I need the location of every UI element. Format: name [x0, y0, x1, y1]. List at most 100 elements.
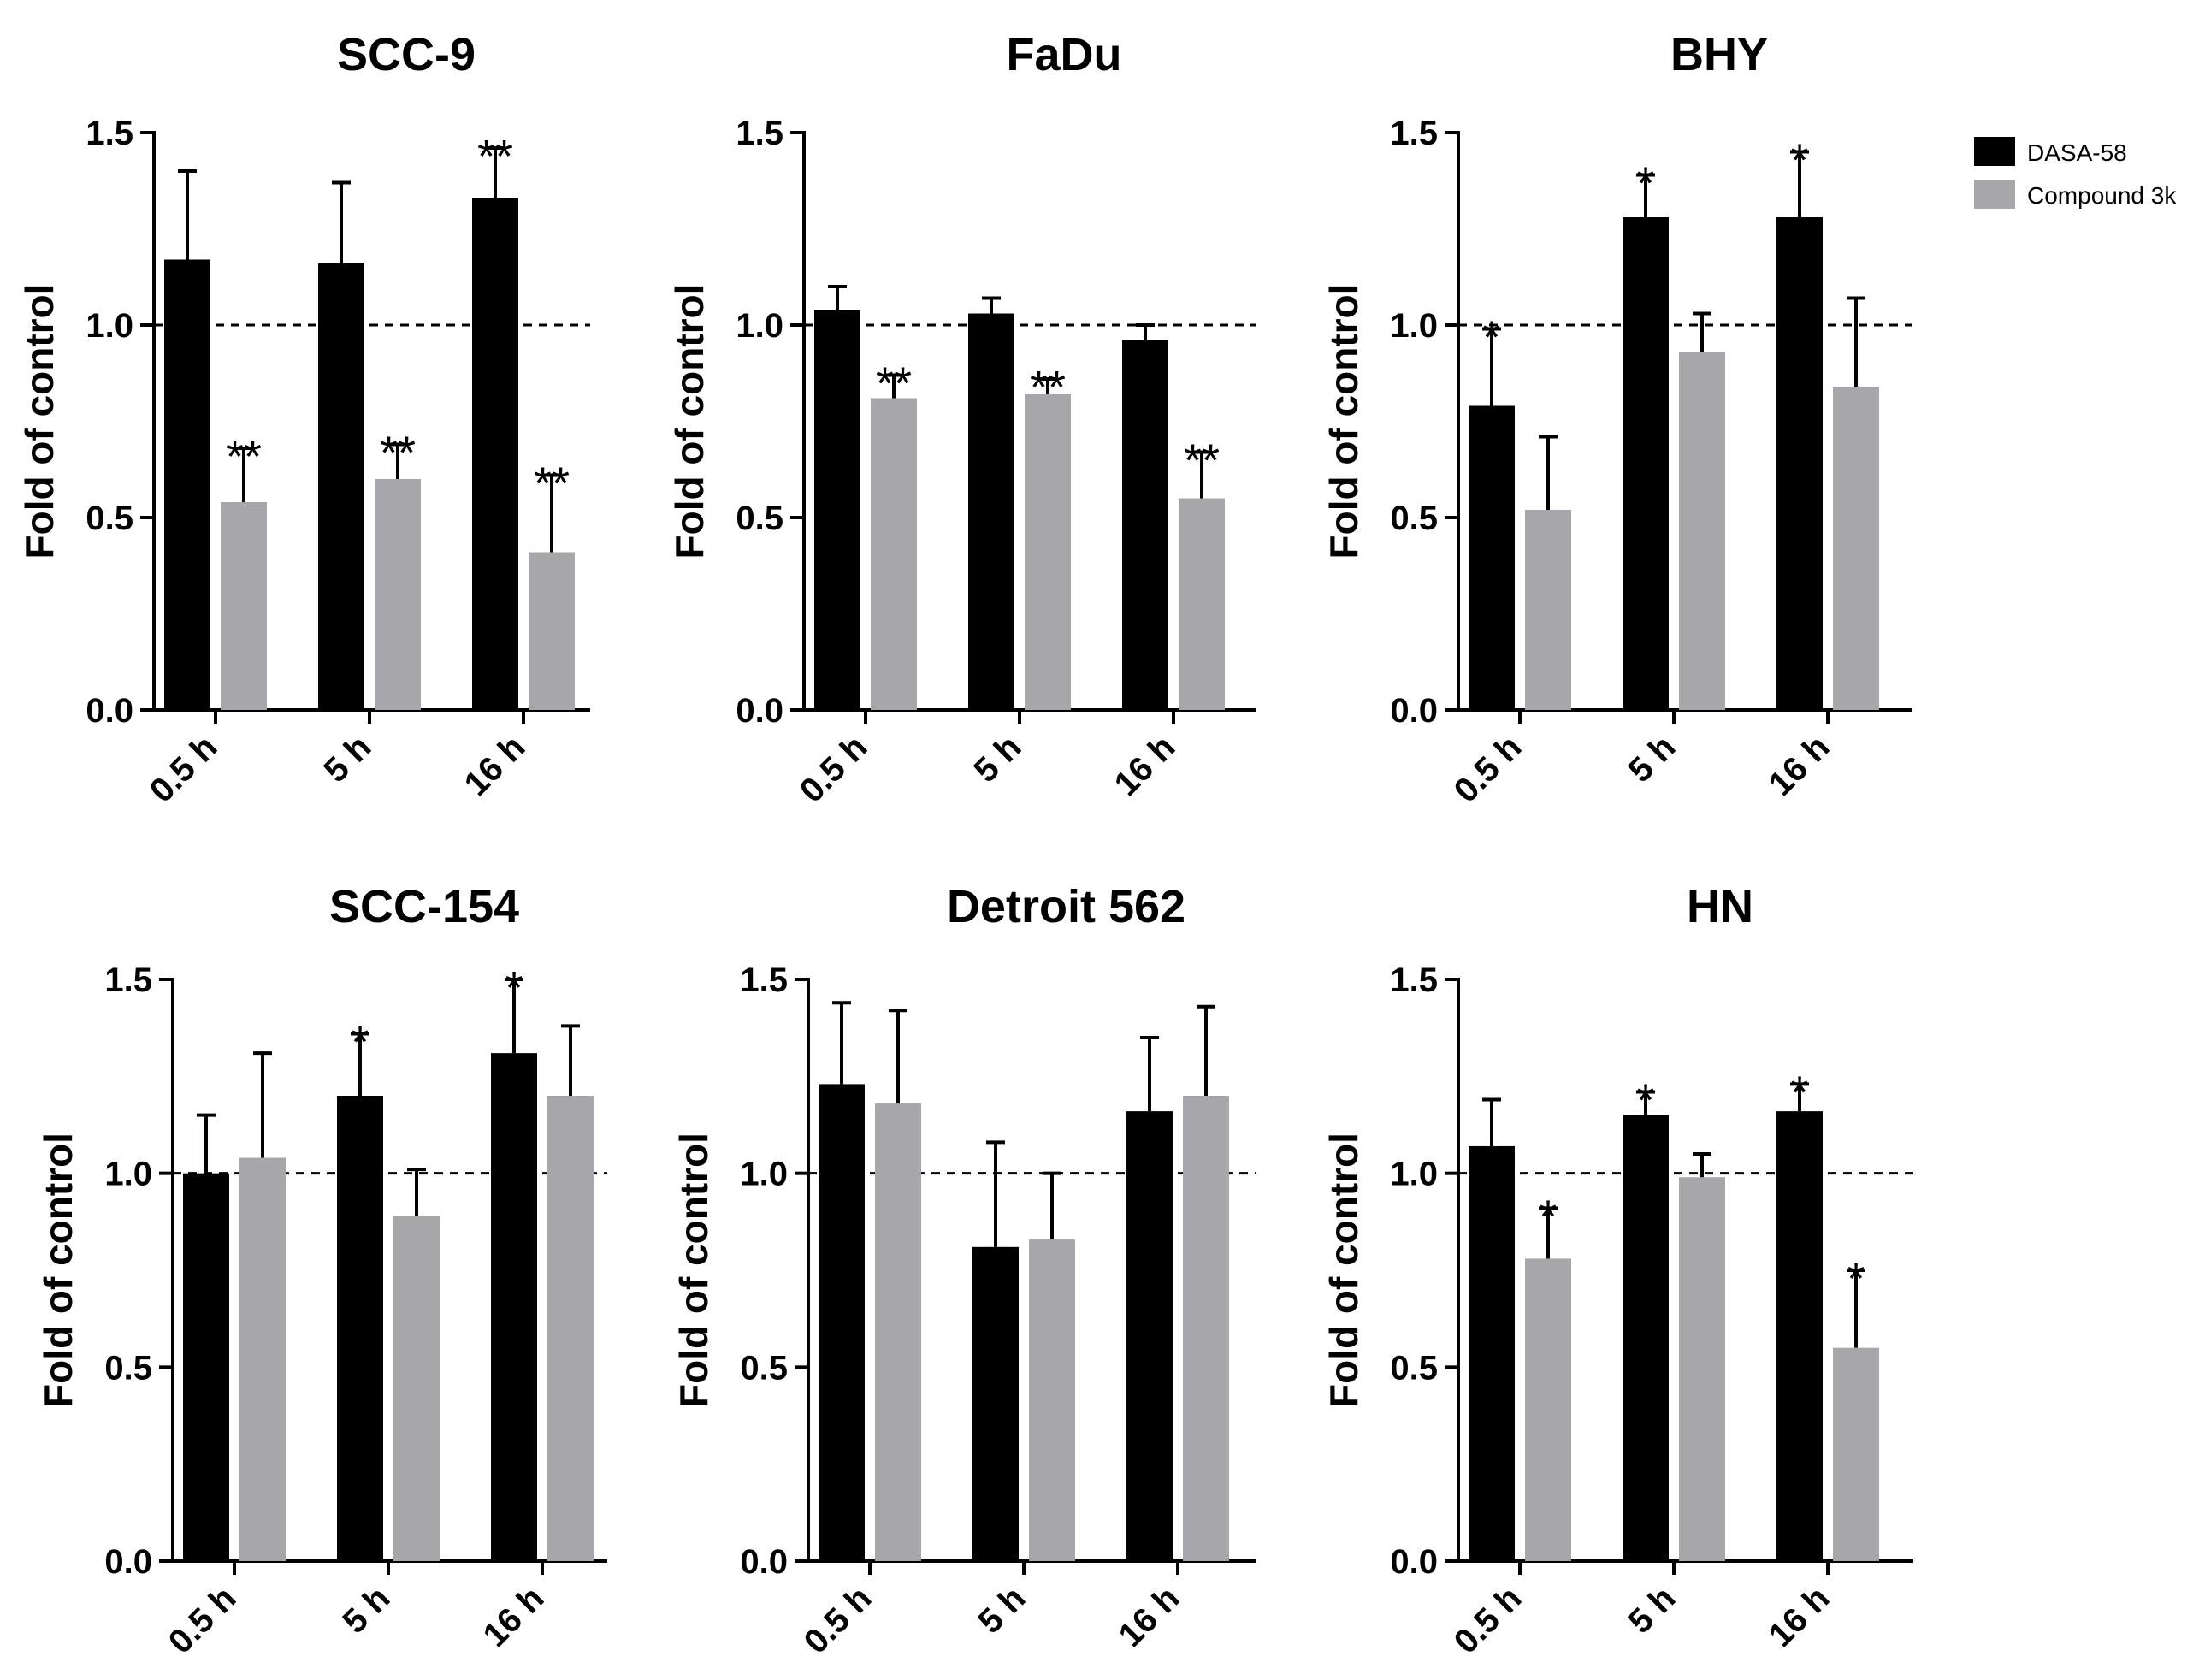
y-tick-label: 0.5	[104, 1349, 152, 1387]
y-tick-label: 1.0	[736, 307, 783, 345]
x-tick-label: 16 h	[1108, 728, 1183, 803]
significance-marker: *	[1847, 1253, 1865, 1304]
bar-dasa-58-16-h	[1776, 217, 1823, 710]
significance-marker: **	[876, 358, 912, 410]
legend: DASA-58 Compound 3k	[1974, 137, 2177, 209]
y-tick-label: 1.0	[740, 1156, 788, 1193]
significance-marker: *	[351, 1016, 369, 1068]
significance-marker: *	[1539, 1191, 1557, 1242]
x-tick-label: 16 h	[1762, 1579, 1837, 1654]
x-tick-label: 16 h	[476, 1579, 552, 1654]
x-tick-label: 5 h	[1621, 1579, 1682, 1641]
bar-compound-3k-16-h	[529, 552, 575, 710]
y-axis-label: Fold of control	[17, 284, 62, 559]
bar-compound-3k-16-h	[547, 1096, 594, 1561]
significance-marker: *	[505, 962, 523, 1014]
bar-dasa-58-16-h	[472, 198, 518, 710]
y-tick-label: 1.5	[104, 961, 152, 999]
chart-panel-fadu: FaDu Fold of control 0.0 0.5 1.0 1.5 ** 0.5 h **…	[667, 29, 1256, 810]
legend-label-compound-3k: Compound 3k	[2027, 182, 2177, 209]
y-axis-label: Fold of control	[36, 1133, 80, 1408]
legend-swatch-dasa-58	[1974, 137, 2015, 166]
chart-panel-scc-9: SCC-9 Fold of control 0.0 0.5 1.0 1.5 ** 0.5 h *…	[17, 29, 590, 810]
significance-marker: *	[1790, 135, 1808, 186]
y-tick-label: 0.5	[1390, 500, 1438, 537]
bar-compound-3k-0-5-h	[875, 1103, 921, 1561]
bar-dasa-58-16-h	[1776, 1111, 1823, 1561]
bar-dasa-58-0-5-h	[814, 310, 860, 710]
y-tick-label: 0.5	[740, 1349, 788, 1387]
chart-panel-scc-154: SCC-154 Fold of control 0.0 0.5 1.0 1.5 0.5 h *…	[36, 881, 607, 1661]
bar-compound-3k-16-h	[1183, 1096, 1229, 1561]
y-tick-label: 0.5	[1390, 1349, 1438, 1387]
bar-compound-3k-16-h	[1833, 387, 1879, 710]
bar-compound-3k-0-5-h	[871, 398, 917, 710]
y-tick-label: 0.0	[104, 1543, 152, 1581]
chart-title: FaDu	[1007, 29, 1122, 80]
bar-dasa-58-0-5-h	[1469, 405, 1515, 710]
bar-compound-3k-16-h	[1179, 498, 1225, 710]
bar-dasa-58-16-h	[491, 1053, 537, 1561]
bar-dasa-58-0-5-h	[819, 1084, 865, 1561]
x-tick-label: 0.5 h	[793, 728, 875, 810]
bar-dasa-58-5-h	[337, 1096, 383, 1561]
legend-swatch-compound-3k	[1974, 180, 2015, 209]
bar-compound-3k-16-h	[1833, 1347, 1879, 1561]
y-tick-label: 1.5	[736, 115, 783, 152]
bar-compound-3k-5-h	[1679, 352, 1725, 710]
y-tick-label: 0.0	[1390, 692, 1438, 730]
bar-compound-3k-0-5-h	[1525, 1258, 1571, 1561]
y-axis-label: Fold of control	[667, 284, 712, 559]
bar-compound-3k-5-h	[375, 479, 421, 710]
y-axis-label: Fold of control	[671, 1133, 716, 1408]
legend-label-dasa-58: DASA-58	[2027, 139, 2127, 166]
bar-compound-3k-5-h	[1025, 394, 1071, 710]
y-tick-label: 1.5	[86, 115, 133, 152]
y-tick-label: 1.5	[740, 961, 788, 999]
x-tick-label: 5 h	[967, 728, 1028, 790]
y-tick-label: 0.0	[740, 1543, 788, 1581]
y-axis-label: Fold of control	[1321, 1133, 1366, 1408]
significance-marker: **	[534, 458, 570, 510]
y-tick-label: 0.0	[1390, 1543, 1438, 1581]
significance-marker: *	[1790, 1067, 1808, 1118]
x-tick-label: 0.5 h	[1447, 728, 1529, 810]
significance-marker: **	[380, 428, 416, 479]
y-tick-label: 1.5	[1390, 961, 1438, 999]
chart-title: HN	[1687, 881, 1753, 932]
chart-title: BHY	[1670, 29, 1768, 80]
y-tick-label: 1.0	[1390, 307, 1438, 345]
x-tick-label: 5 h	[971, 1579, 1032, 1641]
y-tick-label: 1.0	[104, 1156, 152, 1193]
bar-compound-3k-5-h	[1679, 1177, 1725, 1561]
x-tick-label: 5 h	[1621, 728, 1682, 790]
bar-compound-3k-5-h	[1029, 1239, 1075, 1561]
significance-marker: **	[226, 431, 262, 482]
bar-compound-3k-0-5-h	[221, 502, 267, 710]
y-tick-label: 0.5	[736, 500, 783, 537]
chart-panel-hn: HN Fold of control 0.0 0.5 1.0 1.5 * 0.5 h * 5 h *…	[1321, 881, 1913, 1661]
x-tick-label: 0.5 h	[797, 1579, 879, 1661]
chart-title: SCC-9	[337, 29, 476, 80]
bar-dasa-58-5-h	[972, 1246, 1019, 1561]
x-tick-label: 0.5 h	[1447, 1579, 1529, 1661]
x-tick-label: 0.5 h	[143, 728, 225, 810]
significance-marker: *	[1482, 312, 1500, 364]
significance-marker: **	[1184, 435, 1220, 487]
y-tick-label: 1.0	[86, 307, 133, 345]
y-axis-label: Fold of control	[1321, 284, 1366, 559]
bar-dasa-58-0-5-h	[183, 1173, 229, 1561]
chart-panel-bhy: BHY Fold of control 0.0 0.5 1.0 1.5 * 0.5 h * 5 h…	[1321, 29, 1912, 810]
bar-dasa-58-16-h	[1126, 1111, 1173, 1561]
bar-dasa-58-5-h	[1623, 1115, 1669, 1561]
x-tick-label: 5 h	[335, 1579, 397, 1641]
significance-marker: **	[477, 131, 513, 182]
chart-title: SCC-154	[329, 881, 519, 932]
significance-marker: *	[1636, 158, 1654, 210]
significance-marker: **	[1030, 362, 1066, 413]
bar-dasa-58-5-h	[968, 313, 1014, 710]
x-tick-label: 16 h	[1762, 728, 1837, 803]
bar-compound-3k-5-h	[393, 1216, 440, 1561]
